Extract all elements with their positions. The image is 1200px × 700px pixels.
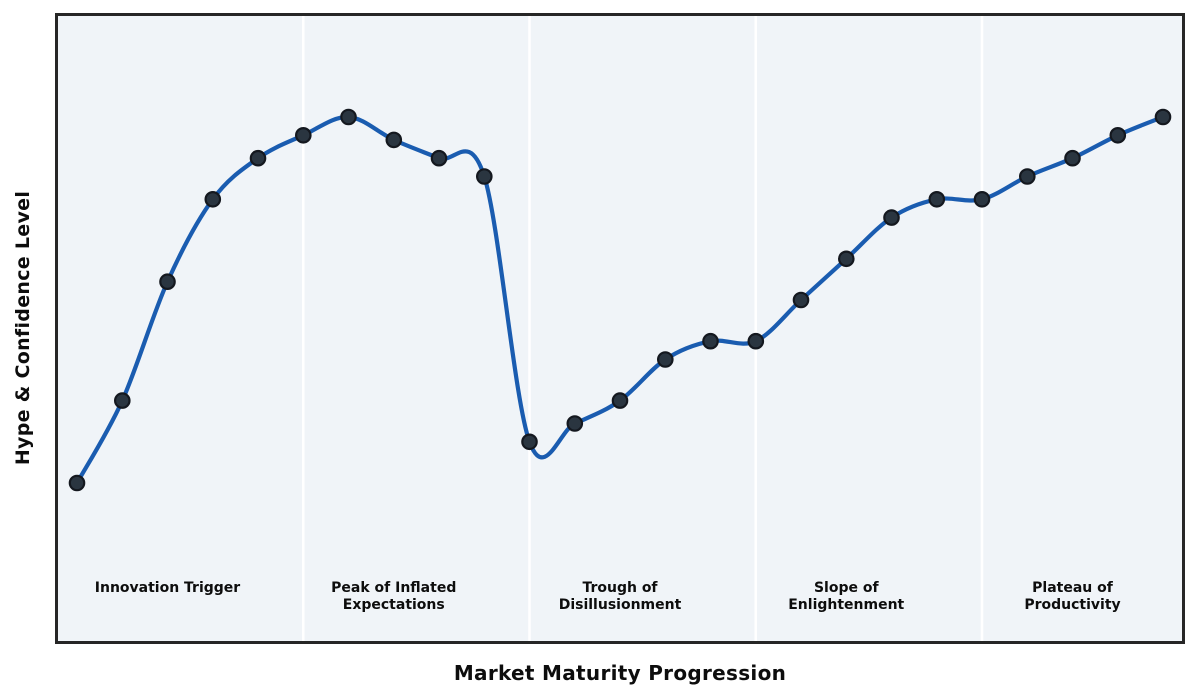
data-point-marker xyxy=(249,149,267,167)
data-point-marker xyxy=(747,332,765,350)
phase-label-peak-of-inflated-expectations: Peak of Inflated Expectations xyxy=(331,580,457,613)
phase-label-plateau-of-productivity: Plateau of Productivity xyxy=(1024,580,1121,613)
data-point-marker xyxy=(295,127,312,144)
data-point-marker xyxy=(159,273,176,290)
data-point-marker xyxy=(204,191,222,208)
data-point-marker xyxy=(521,433,538,451)
x-axis-label: Market Maturity Progression xyxy=(453,661,787,685)
data-point-marker xyxy=(792,291,810,309)
data-point-marker xyxy=(114,392,131,409)
data-point-marker xyxy=(1018,168,1036,185)
data-point-marker xyxy=(430,149,448,167)
phase-label-slope-of-enlightenment: Slope of Enlightenment xyxy=(788,580,905,613)
plot-background xyxy=(55,13,1185,644)
data-point-marker xyxy=(883,209,900,226)
phase-label-innovation-trigger: Innovation Trigger xyxy=(94,580,241,596)
data-point-marker xyxy=(973,191,991,208)
phase-label-trough-of-disillusionment: Trough of Disillusionment xyxy=(558,580,682,613)
data-point-marker xyxy=(837,250,855,268)
plot-border xyxy=(55,13,1185,644)
data-point-marker xyxy=(340,108,357,126)
data-point-marker xyxy=(611,392,629,409)
data-point-marker xyxy=(1154,108,1172,126)
data-point-marker xyxy=(566,415,584,432)
data-point-marker xyxy=(385,131,403,149)
data-point-marker xyxy=(1064,149,1081,167)
data-point-marker xyxy=(702,332,719,350)
data-point-marker xyxy=(928,191,946,208)
plot-area xyxy=(55,13,1185,644)
data-point-marker xyxy=(475,168,493,185)
y-axis-label: Hype & Confidence Level xyxy=(12,190,34,466)
hype-cycle-chart-canvas xyxy=(55,13,1185,644)
data-point-marker xyxy=(656,351,674,368)
data-point-marker xyxy=(1109,127,1127,144)
data-point-marker xyxy=(68,474,86,492)
